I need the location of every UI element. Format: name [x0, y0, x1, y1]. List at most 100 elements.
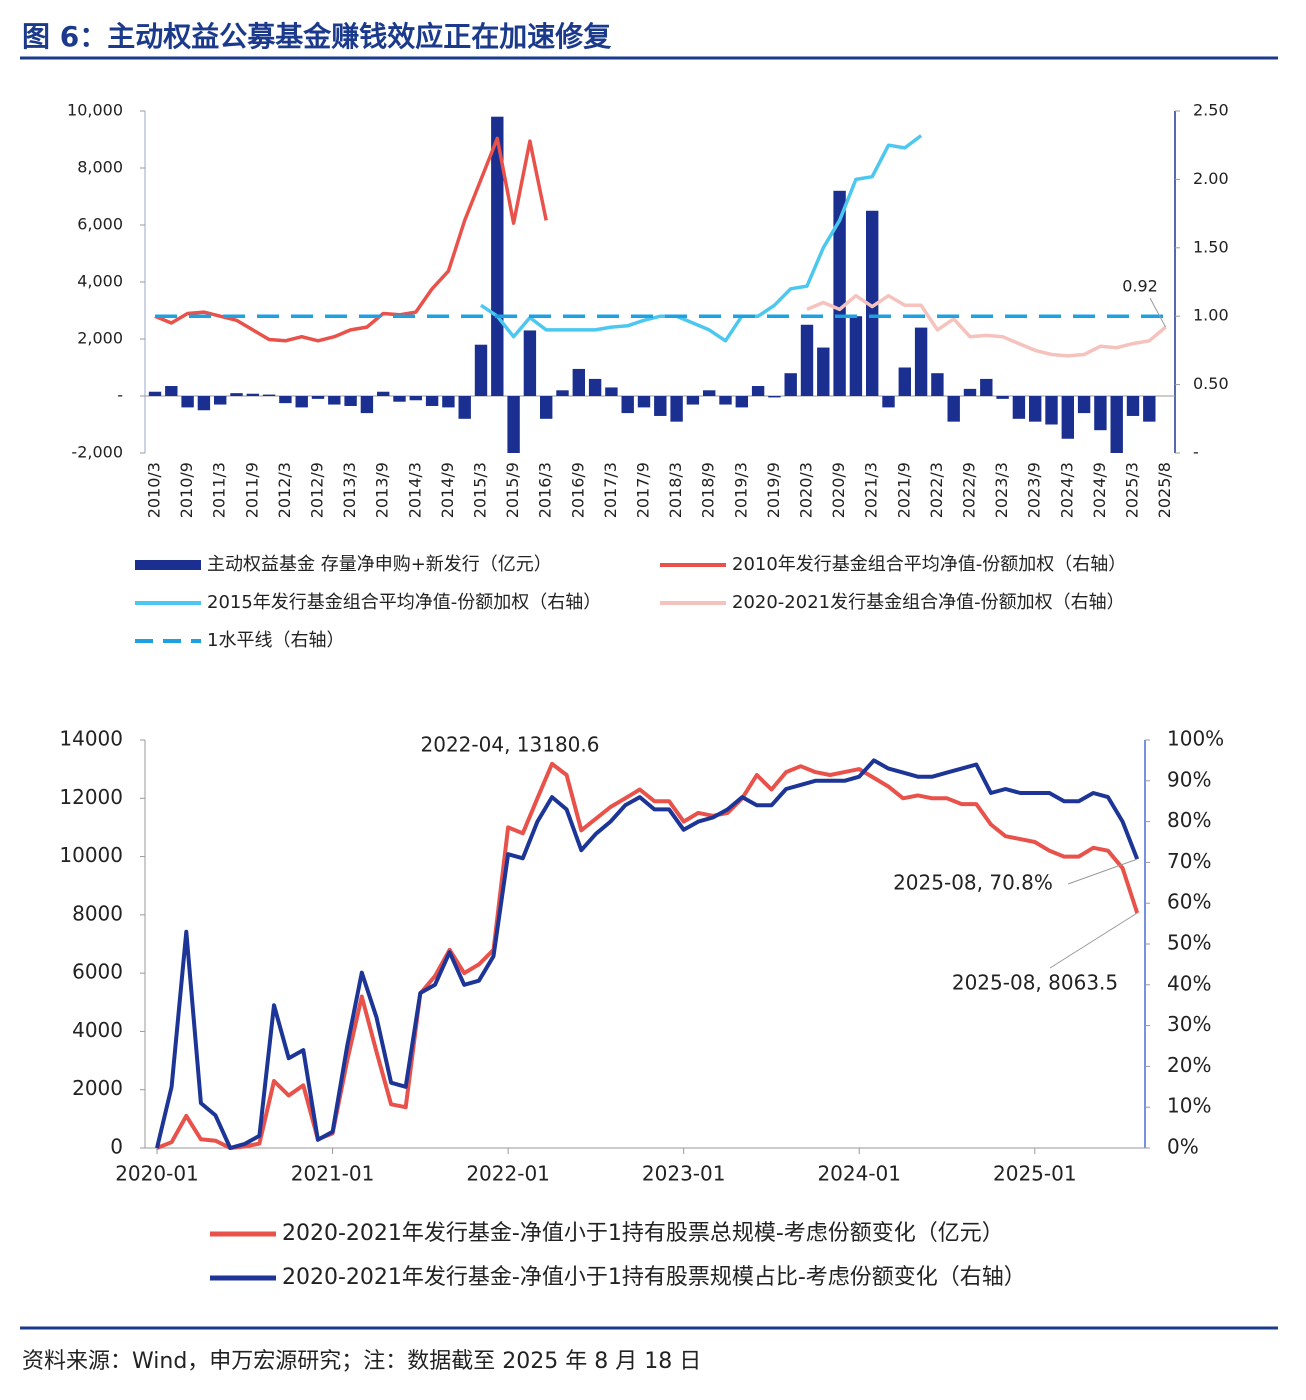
bar — [360, 396, 374, 414]
series-line — [806, 293, 1167, 358]
y-tick-label: 4,000 — [77, 272, 123, 291]
y2-tick-label: 1.50 — [1193, 237, 1229, 256]
bar — [1126, 396, 1140, 416]
bar — [735, 396, 748, 408]
bar — [181, 396, 194, 408]
y-tick-label: 8,000 — [77, 158, 123, 177]
bar — [540, 396, 553, 419]
bar — [931, 373, 944, 396]
annotation-leader — [1049, 912, 1138, 969]
legend-label: 2010年发行基金组合平均净值-份额加权（右轴） — [732, 554, 1126, 575]
bar — [719, 396, 732, 405]
x-tick-label: 2012/9 — [308, 462, 327, 518]
x-tick-label: 2016/9 — [568, 462, 587, 518]
bar — [784, 373, 797, 396]
bar — [491, 116, 504, 396]
y2-tick-label: 0% — [1167, 1135, 1199, 1159]
x-tick-label: 2012/3 — [275, 462, 294, 518]
bar — [425, 396, 439, 406]
y-tick-label: 2,000 — [77, 329, 123, 348]
bar — [262, 394, 276, 396]
y-tick-label: 4000 — [72, 1018, 123, 1042]
bar — [507, 396, 520, 453]
bar — [686, 396, 700, 405]
x-tick-label: 2018/3 — [666, 462, 685, 518]
bar — [866, 210, 879, 396]
bar — [556, 390, 569, 396]
legend-label: 1水平线（右轴） — [207, 630, 344, 651]
bar — [849, 316, 863, 396]
bar — [214, 396, 227, 405]
y2-tick-label: 2.00 — [1193, 169, 1229, 188]
series-line — [155, 758, 1140, 1150]
y-tick-label: 12000 — [59, 785, 123, 809]
legend-label: 2020-2021年发行基金-净值小于1持有股票规模占比-考虑份额变化（右轴） — [282, 1265, 1026, 1290]
bar — [393, 396, 406, 402]
bar — [817, 347, 830, 396]
annotation-leader — [1149, 297, 1167, 328]
x-tick-label: 2024/3 — [1057, 462, 1076, 518]
y2-tick-label: - — [1193, 443, 1199, 462]
bar — [914, 327, 928, 396]
x-tick-label: 2019/9 — [764, 462, 783, 518]
y2-tick-label: 70% — [1167, 849, 1211, 873]
x-tick-label: 2020/3 — [797, 462, 816, 518]
source-note: 资料来源：Wind，申万宏源研究；注：数据截至 2025 年 8 月 18 日 — [22, 1349, 701, 1374]
y2-tick-label: 2.50 — [1193, 101, 1229, 120]
bar — [963, 388, 977, 396]
x-tick-label: 2025/3 — [1123, 462, 1142, 518]
bar — [980, 378, 993, 396]
bar — [996, 396, 1009, 399]
y2-tick-label: 30% — [1167, 1012, 1211, 1036]
x-tick-label: 2014/9 — [438, 462, 457, 518]
bar — [1077, 396, 1091, 414]
bar — [328, 396, 341, 405]
bar — [898, 367, 911, 396]
series-line — [154, 136, 548, 343]
annotation: 2022-04, 13180.6 — [421, 733, 600, 757]
bar — [523, 330, 537, 396]
x-tick-label: 2020-01 — [115, 1162, 199, 1186]
y-tick-label: 0 — [110, 1135, 123, 1159]
y-tick-label: 6,000 — [77, 215, 123, 234]
bar — [1012, 396, 1026, 419]
x-tick-label: 2011/9 — [242, 462, 261, 518]
x-tick-label: 2025-01 — [993, 1162, 1077, 1186]
legend-label: 2015年发行基金组合平均净值-份额加权（右轴） — [207, 592, 601, 613]
x-tick-label: 2018/9 — [699, 462, 718, 518]
bar — [670, 396, 683, 422]
y2-tick-label: 60% — [1167, 890, 1211, 914]
bar — [1143, 396, 1156, 422]
y2-tick-label: 100% — [1167, 727, 1224, 751]
bar — [279, 396, 292, 404]
bar — [654, 396, 667, 416]
x-tick-label: 2016/3 — [536, 462, 555, 518]
y2-tick-label: 40% — [1167, 971, 1211, 995]
y2-tick-label: 0.50 — [1193, 374, 1229, 393]
bar — [409, 396, 422, 401]
legend-label: 主动权益基金 存量净申购+新发行（亿元） — [207, 554, 552, 575]
bar — [295, 396, 308, 408]
legend-label: 2020-2021年发行基金-净值小于1持有股票总规模-考虑份额变化（亿元） — [282, 1221, 1004, 1246]
bar — [377, 391, 390, 396]
y-tick-label: -2,000 — [71, 443, 123, 462]
series-line — [480, 134, 923, 343]
y-tick-label: 2000 — [72, 1076, 123, 1100]
bar — [197, 396, 211, 411]
y-tick-label: 14000 — [59, 727, 123, 751]
bar — [882, 396, 895, 408]
x-tick-label: 2022/9 — [960, 462, 979, 518]
bar — [1061, 396, 1074, 439]
page-title: 图 6：主动权益公募基金赚钱效应正在加速修复 — [22, 20, 611, 53]
bar — [833, 190, 846, 396]
x-tick-label: 2022-01 — [466, 1162, 550, 1186]
bar — [751, 386, 765, 396]
bar — [165, 386, 178, 396]
bar — [637, 396, 651, 408]
bar — [947, 396, 960, 422]
x-tick-label: 2021/9 — [894, 462, 913, 518]
bar — [1045, 396, 1058, 425]
x-tick-label: 2023/9 — [1025, 462, 1044, 518]
annotation: 2025-08, 70.8% — [893, 871, 1053, 895]
